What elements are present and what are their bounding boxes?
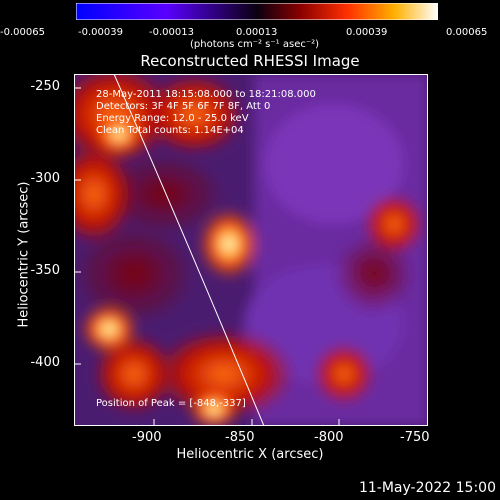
solar-limb (113, 74, 265, 426)
y-tick-label: -250 (30, 79, 60, 94)
plot-title: Reconstructed RHESSI Image (140, 52, 360, 70)
x-tick-label: -850 (225, 430, 255, 445)
info-energy-range: Energy Range: 12.0 - 25.0 keV (96, 113, 249, 124)
info-time-range: 28-May-2011 18:15:08.000 to 18:21:08.000 (96, 89, 316, 100)
x-axis-label: Heliocentric X (arcsec) (176, 447, 324, 462)
x-tick-label: -900 (132, 430, 162, 445)
y-tick-label: -350 (30, 263, 60, 278)
colorbar-tick-label: -0.00065 (0, 27, 45, 38)
colorbar-tick-label: -0.00039 (78, 27, 123, 38)
colorbar-units: (photons cm⁻² s⁻¹ asec⁻²) (190, 39, 320, 50)
x-tick-label: -750 (400, 430, 430, 445)
peak-position: Position of Peak = [-848,-337] (96, 398, 246, 409)
info-total-counts: Clean Total counts: 1.14E+04 (96, 125, 244, 136)
x-tick-label: -800 (314, 430, 344, 445)
rhessi-image (74, 74, 428, 426)
footer-date: 11-May-2022 15:00 (358, 480, 496, 496)
colorbar-tick-label: -0.00013 (149, 27, 194, 38)
colorbar (76, 3, 438, 20)
y-tick-label: -300 (30, 171, 60, 186)
info-detectors: Detectors: 3F 4F 5F 6F 7F 8F, Att 0 (96, 101, 271, 112)
colorbar-tick-label: 0.00013 (236, 27, 278, 38)
colorbar-tick-label: 0.00039 (346, 27, 388, 38)
y-axis-label: Heliocentric Y (arcsec) (16, 181, 32, 328)
colorbar-tick-label: 0.00065 (446, 27, 488, 38)
y-tick-label: -400 (30, 355, 60, 370)
